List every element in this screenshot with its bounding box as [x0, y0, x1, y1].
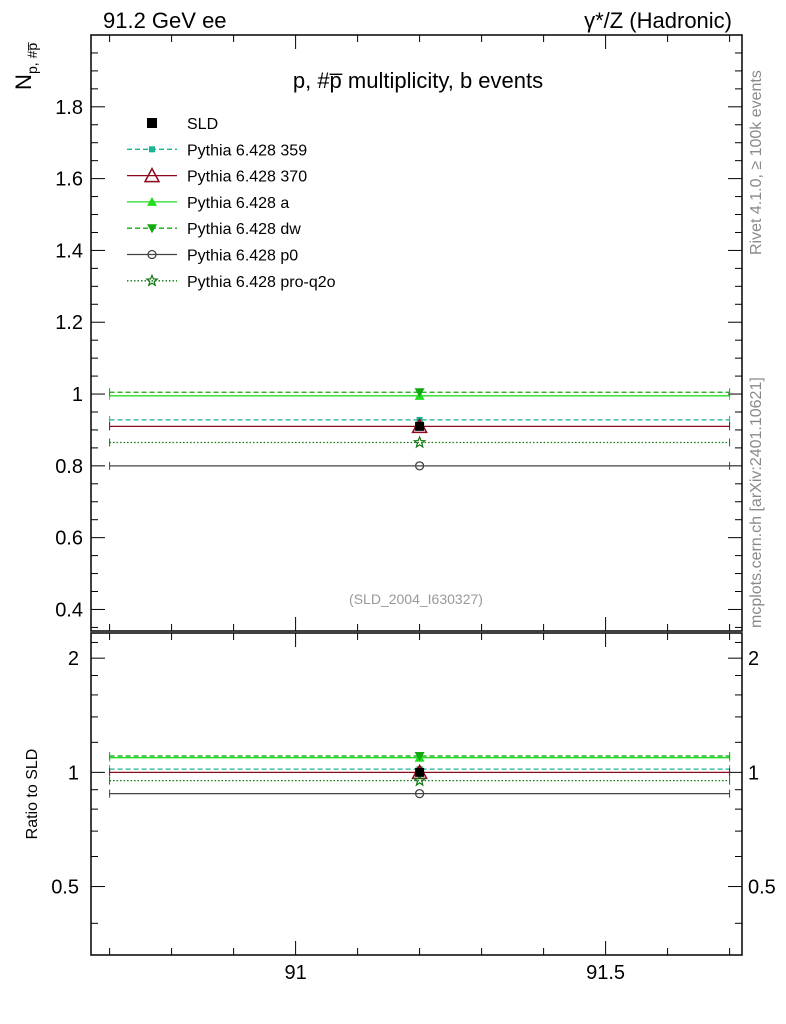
- ratio-ytick-label: 0.5: [51, 877, 79, 899]
- analysis-id-label: (SLD_2004_I630327): [349, 591, 483, 607]
- mcplots-label: mcplots.cern.ch [arXiv:2401.10621]: [748, 377, 765, 628]
- main-plot-frame: [90, 34, 743, 632]
- legend-label-pythia-6-428-dw: Pythia 6.428 dw: [187, 221, 301, 238]
- main-ytick-label: 0.6: [55, 528, 83, 550]
- ratio-series-group: [109, 752, 731, 799]
- legend-marker-sld: [147, 118, 157, 128]
- rivet-version-label: Rivet 4.1.0, ≥ 100k events: [748, 70, 765, 255]
- main-series-pythia-6-428-dw: [109, 388, 731, 398]
- legend-label-pythia-6-428-359: Pythia 6.428 359: [187, 142, 307, 159]
- main-ytick-label: 1.6: [55, 169, 83, 191]
- legend-entry-pythia-6-428-a: Pythia 6.428 a: [127, 195, 289, 212]
- ratio-series-sld: [415, 767, 425, 777]
- legend-entry-pythia-6-428-370: Pythia 6.428 370: [127, 167, 307, 186]
- ratio-ytick-label-right: 1: [748, 762, 759, 784]
- main-series-pythia-6-428-p0: [109, 461, 731, 471]
- ratio-series-pythia-6-428-p0: [109, 788, 731, 799]
- main-plot-title: p, #p̅ multiplicity, b events: [293, 68, 543, 93]
- legend-entry-sld: SLD: [147, 116, 218, 133]
- main-marker-sld: [415, 421, 425, 431]
- legend-label-pythia-6-428-a: Pythia 6.428 a: [187, 195, 289, 212]
- main-axis-ticks: 0.4 0.6 0.8 1 1.2 1.4 1.6 1.8: [55, 35, 742, 631]
- legend-marker-pythia-6-428-p0: [147, 249, 157, 260]
- legend-marker-pythia-6-428-370: [143, 167, 161, 183]
- legend: SLD Pythia 6.428 359 Pythia 6.428 370 Pythi…: [127, 116, 336, 291]
- ratio-ytick-label: 1: [68, 762, 79, 784]
- legend-label-sld: SLD: [187, 116, 218, 133]
- main-y-axis-label: N p, #p̅: [11, 42, 40, 90]
- legend-marker-pythia-6-428-a: [147, 196, 157, 206]
- legend-label-pythia-6-428-pro-q2o: Pythia 6.428 pro-q2o: [187, 274, 336, 291]
- main-marker-pythia-6-428-dw: [414, 388, 425, 398]
- ratio-ytick-label-right: 0.5: [748, 877, 776, 899]
- main-ytick-label: 0.4: [55, 599, 83, 621]
- ratio-ytick-label: 2: [68, 648, 79, 670]
- main-y-axis-label-sub: p, #p̅: [24, 42, 40, 74]
- ratio-marker-pythia-6-428-dw: [414, 752, 425, 762]
- main-ytick-label: 0.8: [55, 456, 83, 478]
- ratio-ytick-label-right: 2: [748, 648, 759, 670]
- xtick-label: 91: [284, 962, 306, 984]
- ratio-marker-pythia-6-428-pro-q2o: [412, 773, 427, 787]
- ratio-series-pythia-6-428-dw: [109, 752, 731, 762]
- ratio-series-pythia-6-428-pro-q2o: [109, 773, 731, 787]
- legend-marker-pythia-6-428-359: [149, 146, 155, 153]
- xtick-label: 91.5: [586, 962, 625, 984]
- main-marker-pythia-6-428-pro-q2o: [412, 435, 427, 449]
- legend-marker-pythia-6-428-pro-q2o: [145, 273, 159, 287]
- legend-entry-pythia-6-428-pro-q2o: Pythia 6.428 pro-q2o: [127, 273, 336, 291]
- header-right-label: γ*/Z (Hadronic): [584, 8, 732, 33]
- main-ytick-label: 1.4: [55, 240, 83, 262]
- legend-entry-pythia-6-428-p0: Pythia 6.428 p0: [127, 248, 298, 265]
- legend-label-pythia-6-428-p0: Pythia 6.428 p0: [187, 248, 298, 265]
- legend-entry-pythia-6-428-dw: Pythia 6.428 dw: [127, 221, 301, 238]
- main-ytick-label: 1.2: [55, 312, 83, 334]
- ratio-plot-frame: [90, 632, 743, 956]
- main-ytick-label: 1: [72, 384, 83, 406]
- ratio-axis-ticks: 0.5 0.5 1 1 2 2 91 91.5: [51, 633, 776, 984]
- main-ytick-label: 1.8: [55, 97, 83, 119]
- main-marker-pythia-6-428-p0: [414, 461, 425, 471]
- legend-entry-pythia-6-428-359: Pythia 6.428 359: [127, 142, 307, 159]
- main-series-sld: [415, 421, 425, 431]
- ratio-y-axis-label: Ratio to SLD: [24, 749, 41, 840]
- legend-label-pythia-6-428-370: Pythia 6.428 370: [187, 169, 307, 186]
- legend-marker-pythia-6-428-dw: [147, 224, 157, 234]
- ratio-marker-pythia-6-428-p0: [414, 788, 425, 799]
- main-series-pythia-6-428-pro-q2o: [109, 435, 731, 449]
- ratio-marker-sld: [415, 767, 425, 777]
- header-left-label: 91.2 GeV ee: [103, 8, 227, 33]
- main-series-group: [109, 388, 731, 471]
- main-y-axis-label-main: N: [11, 74, 36, 90]
